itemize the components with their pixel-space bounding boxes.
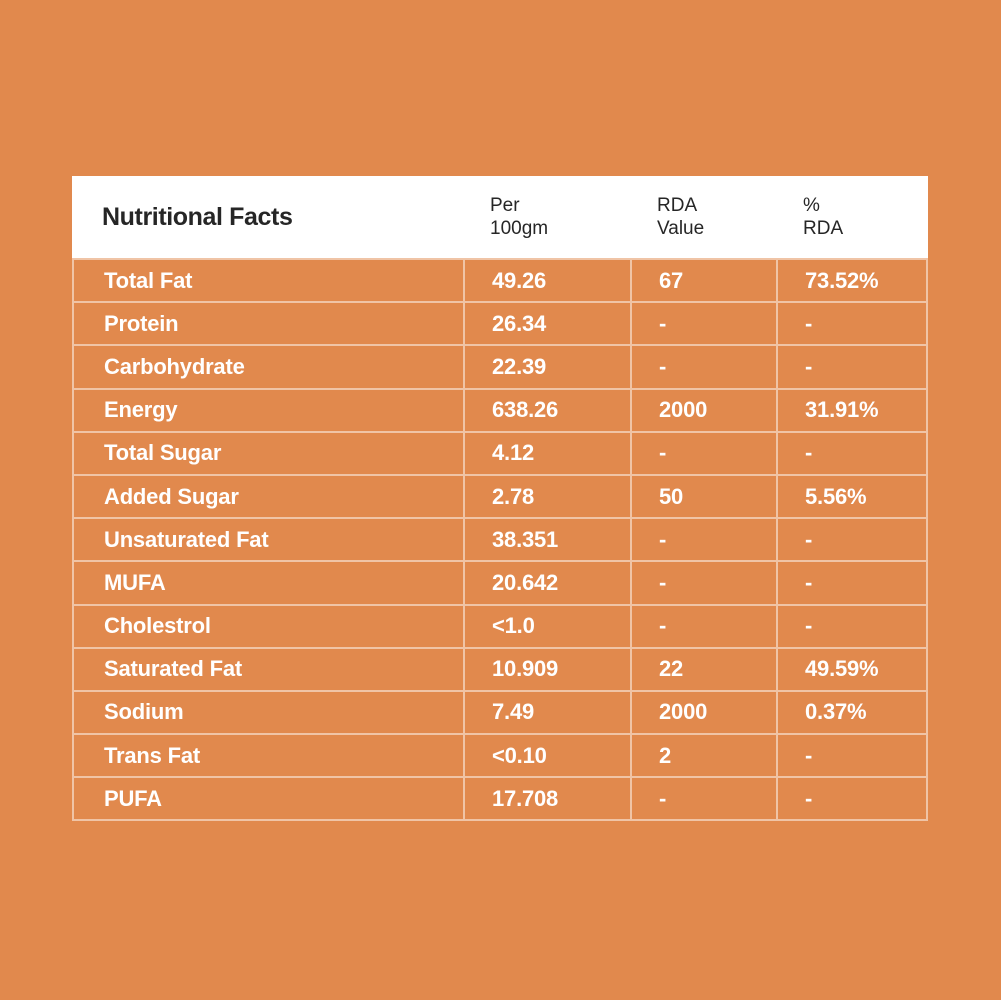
table-row: Energy 638.26 2000 31.91% <box>74 389 926 431</box>
nutrition-facts-panel: Nutritional Facts Per 100gm RDA Value % … <box>72 176 928 822</box>
rda-value: 22 <box>632 648 776 690</box>
per-100gm-value: 17.708 <box>465 778 630 820</box>
rda-value: - <box>632 303 776 345</box>
column-header-rda-value: RDA Value <box>630 194 776 240</box>
column-header-rda-percent: % RDA <box>776 194 928 240</box>
per-100gm-value: 10.909 <box>465 648 630 690</box>
rda-value: 2000 <box>632 389 776 431</box>
rda-percent-value: - <box>778 346 926 388</box>
column-header-line: 100gm <box>490 218 549 239</box>
rda-value: 2000 <box>632 691 776 734</box>
rda-value: - <box>632 346 776 388</box>
per-100gm-value: 638.26 <box>465 389 630 431</box>
rda-percent-value: - <box>778 519 926 561</box>
nutrient-name: Added Sugar <box>74 475 463 518</box>
rda-value: 50 <box>632 475 776 518</box>
nutrient-name: Sodium <box>74 691 463 734</box>
table-row: MUFA 20.642 - - <box>74 562 926 604</box>
rda-value: 2 <box>632 735 776 777</box>
table-row: Sodium 7.49 2000 0.37% <box>74 691 926 734</box>
nutrition-table-body: Total Fat 49.26 67 73.52% Protein 26.34 … <box>72 258 928 822</box>
rda-percent-value: - <box>778 778 926 820</box>
table-row: Unsaturated Fat 38.351 - - <box>74 519 926 561</box>
nutrient-name: Trans Fat <box>74 735 463 777</box>
nutrient-name: Total Sugar <box>74 432 463 474</box>
nutrient-name: Saturated Fat <box>74 648 463 690</box>
per-100gm-value: 26.34 <box>465 303 630 345</box>
per-100gm-value: 7.49 <box>465 691 630 734</box>
table-row: Total Fat 49.26 67 73.52% <box>74 260 926 302</box>
column-header-per-100gm: Per 100gm <box>463 194 630 240</box>
nutrient-name: PUFA <box>74 778 463 820</box>
rda-value: - <box>632 605 776 647</box>
rda-percent-value: 73.52% <box>778 260 926 302</box>
nutrient-name: MUFA <box>74 562 463 604</box>
column-header-line: RDA <box>657 194 698 216</box>
per-100gm-value: 2.78 <box>465 475 630 518</box>
column-header-line: Per <box>490 194 520 216</box>
column-header-line: Value <box>657 218 705 239</box>
rda-value: - <box>632 519 776 561</box>
rda-value: - <box>632 432 776 474</box>
per-100gm-value: <0.10 <box>465 735 630 777</box>
table-row: Added Sugar 2.78 50 5.56% <box>74 475 926 518</box>
nutrient-name: Total Fat <box>74 260 463 302</box>
table-title: Nutritional Facts <box>102 202 293 231</box>
nutrient-name: Carbohydrate <box>74 346 463 388</box>
rda-value: - <box>632 562 776 604</box>
table-row: Cholestrol <1.0 - - <box>74 605 926 647</box>
column-header-line: RDA <box>803 218 844 239</box>
nutrient-name: Energy <box>74 389 463 431</box>
rda-percent-value: - <box>778 432 926 474</box>
per-100gm-value: 22.39 <box>465 346 630 388</box>
per-100gm-value: 38.351 <box>465 519 630 561</box>
rda-value: 67 <box>632 260 776 302</box>
per-100gm-value: <1.0 <box>465 605 630 647</box>
rda-value: - <box>632 778 776 820</box>
table-row: PUFA 17.708 - - <box>74 778 926 820</box>
rda-percent-value: 0.37% <box>778 691 926 734</box>
table-row: Trans Fat <0.10 2 - <box>74 735 926 777</box>
rda-percent-value: 5.56% <box>778 475 926 518</box>
column-header-line: % <box>803 194 820 216</box>
per-100gm-value: 20.642 <box>465 562 630 604</box>
table-row: Saturated Fat 10.909 22 49.59% <box>74 648 926 690</box>
table-row: Total Sugar 4.12 - - <box>74 432 926 474</box>
table-row: Protein 26.34 - - <box>74 303 926 345</box>
nutrient-name: Cholestrol <box>74 605 463 647</box>
table-header: Nutritional Facts Per 100gm RDA Value % … <box>72 176 928 258</box>
rda-percent-value: - <box>778 562 926 604</box>
per-100gm-value: 49.26 <box>465 260 630 302</box>
rda-percent-value: 49.59% <box>778 648 926 690</box>
rda-percent-value: - <box>778 605 926 647</box>
rda-percent-value: - <box>778 303 926 345</box>
table-row: Carbohydrate 22.39 - - <box>74 346 926 388</box>
rda-percent-value: - <box>778 735 926 777</box>
per-100gm-value: 4.12 <box>465 432 630 474</box>
nutrient-name: Protein <box>74 303 463 345</box>
rda-percent-value: 31.91% <box>778 389 926 431</box>
nutrient-name: Unsaturated Fat <box>74 519 463 561</box>
